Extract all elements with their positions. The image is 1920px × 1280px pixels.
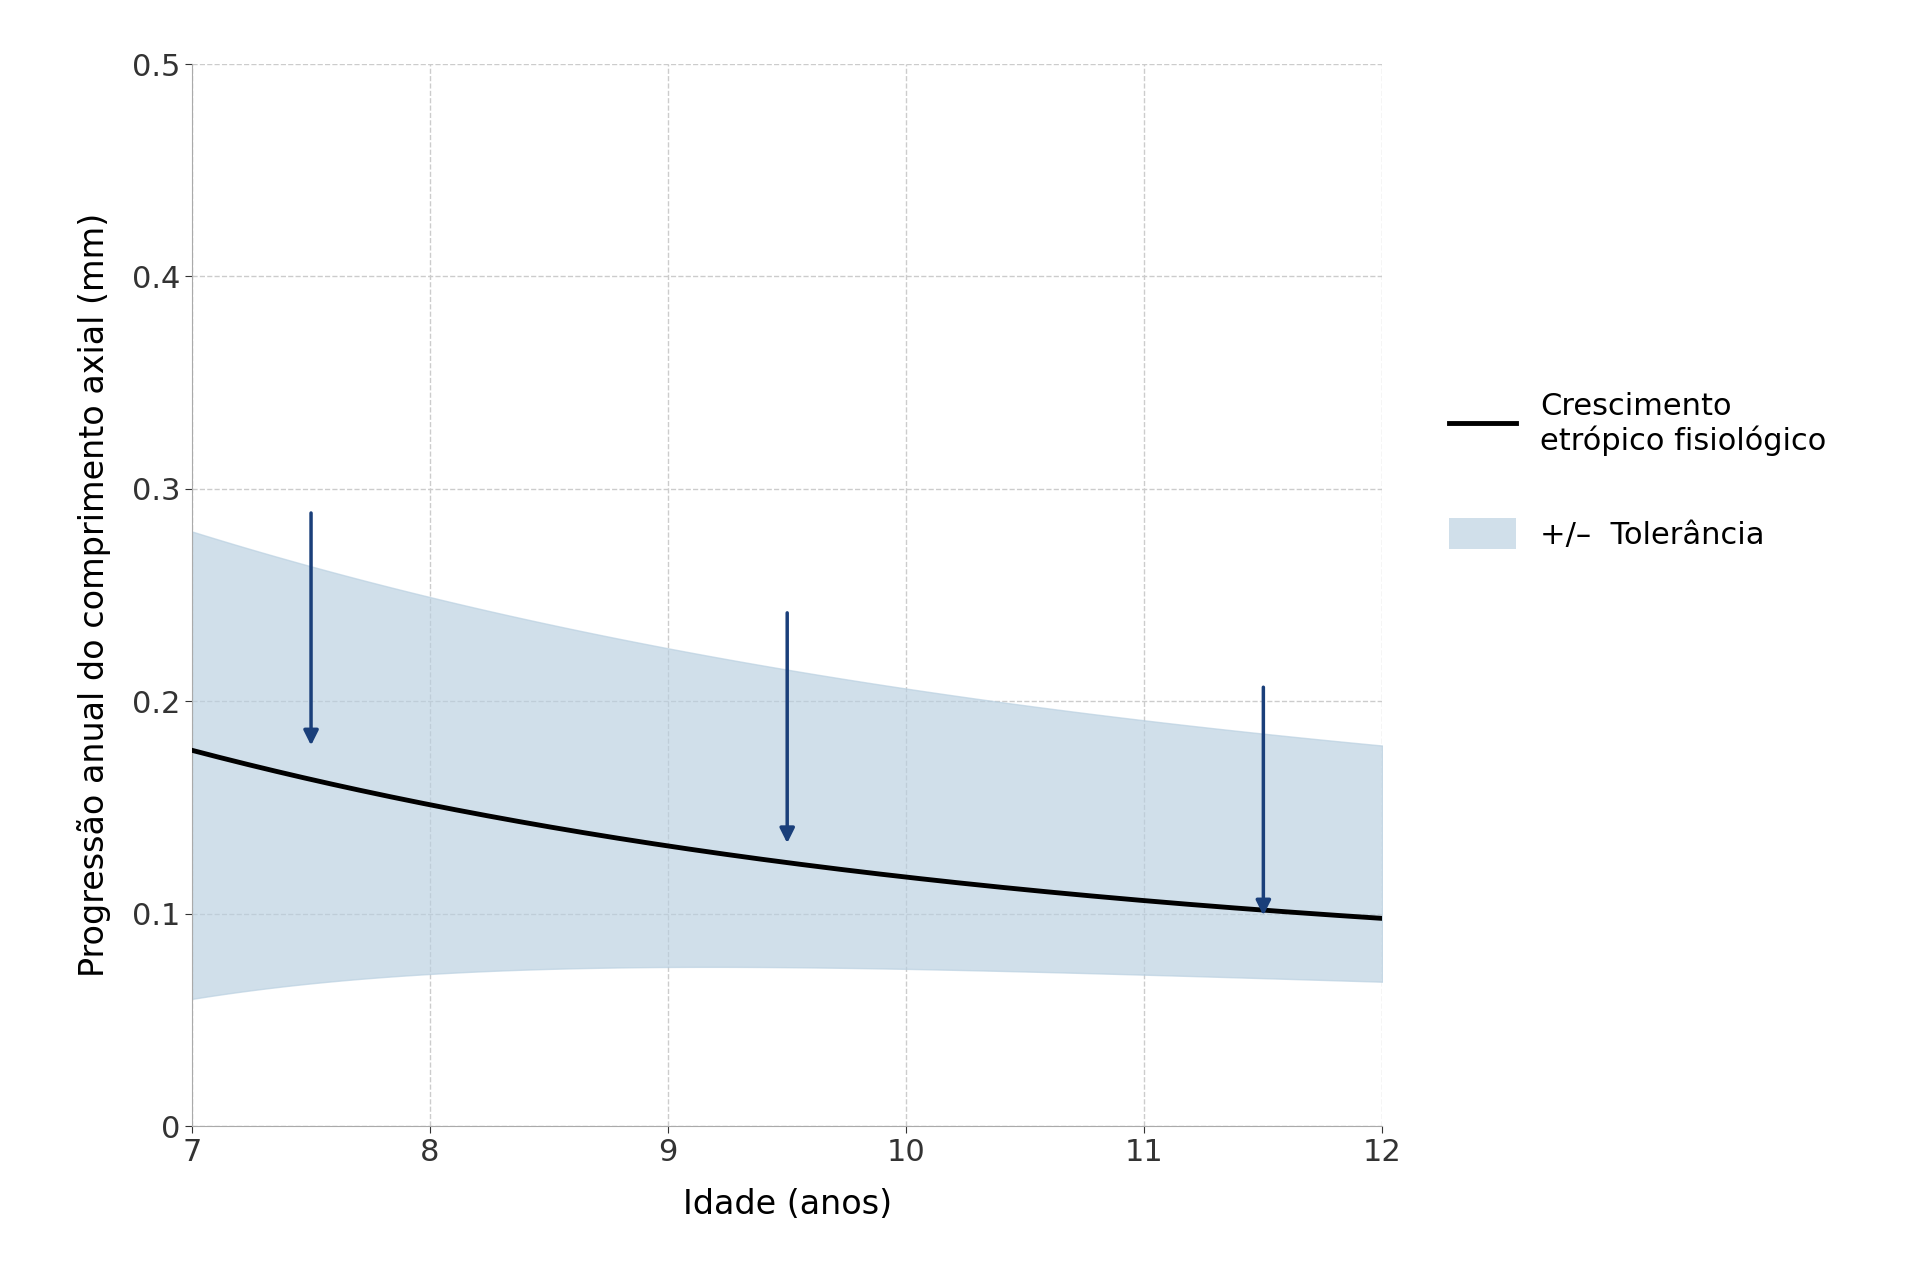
X-axis label: Idade (anos): Idade (anos) [684,1188,891,1221]
Legend: Crescimento
etrópico fisiológico, +/–  Tolerância: Crescimento etrópico fisiológico, +/– To… [1434,376,1841,564]
Y-axis label: Progressão anual do comprimento axial (mm): Progressão anual do comprimento axial (m… [77,212,111,978]
